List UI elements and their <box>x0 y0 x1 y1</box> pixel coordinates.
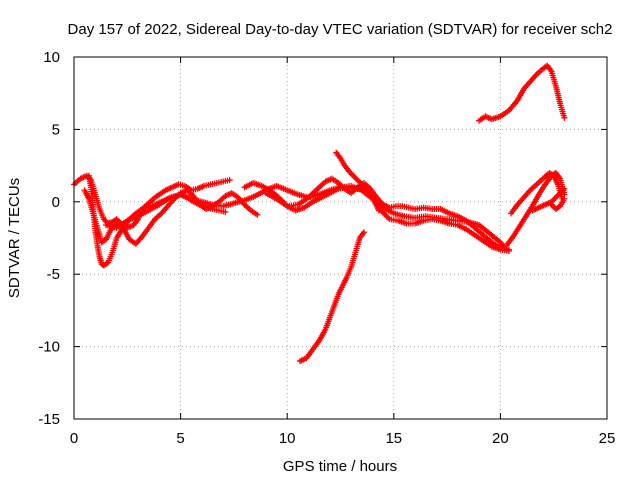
data-point <box>254 211 261 218</box>
data-point <box>554 193 561 200</box>
data-point <box>350 172 357 179</box>
data-point <box>353 175 360 182</box>
data-point <box>354 177 361 184</box>
x-tick-label: 25 <box>599 430 616 447</box>
data-point <box>505 246 512 253</box>
chart-title: Day 157 of 2022, Sidereal Day-to-day VTE… <box>68 21 613 38</box>
y-tick-label: -5 <box>47 266 60 283</box>
data-point <box>561 195 568 202</box>
series-track-f <box>262 175 512 253</box>
data-point <box>375 207 382 214</box>
series-track-g <box>333 149 382 214</box>
y-tick-label: -15 <box>38 411 60 428</box>
y-tick-label: 10 <box>43 49 60 66</box>
axis-ticks: 0 5 10 15 20 25 -15 -10 -5 0 5 10 <box>38 49 615 447</box>
data-point <box>383 213 390 220</box>
y-tick-label: 5 <box>52 121 60 138</box>
data-point <box>348 171 355 178</box>
data-point <box>380 210 387 217</box>
x-axis-label: GPS time / hours <box>283 458 397 475</box>
y-axis-label: SDTVAR / TECUs <box>6 178 23 298</box>
data-point <box>382 211 389 218</box>
y-tick-label: 0 <box>52 194 60 211</box>
x-tick-label: 5 <box>176 430 184 447</box>
data-points <box>71 62 568 365</box>
data-point <box>561 185 568 192</box>
grid <box>74 57 607 419</box>
series-track-j <box>503 169 568 249</box>
y-tick-label: -10 <box>38 339 60 356</box>
x-tick-label: 15 <box>385 430 402 447</box>
data-point <box>552 194 559 201</box>
series-track-k <box>508 169 566 217</box>
series-track-h <box>296 229 367 365</box>
data-point <box>551 195 558 202</box>
data-point <box>351 174 358 181</box>
data-point <box>360 229 367 236</box>
series-track-i <box>476 62 568 124</box>
data-point <box>226 177 233 184</box>
x-tick-label: 0 <box>70 430 78 447</box>
series-track-m <box>548 195 568 213</box>
series-track-l <box>529 185 568 214</box>
x-tick-label: 20 <box>492 430 509 447</box>
data-point <box>561 114 568 121</box>
series-track-e <box>241 179 512 255</box>
plot-frame <box>73 56 608 420</box>
data-point <box>222 208 229 215</box>
x-tick-label: 10 <box>279 430 296 447</box>
